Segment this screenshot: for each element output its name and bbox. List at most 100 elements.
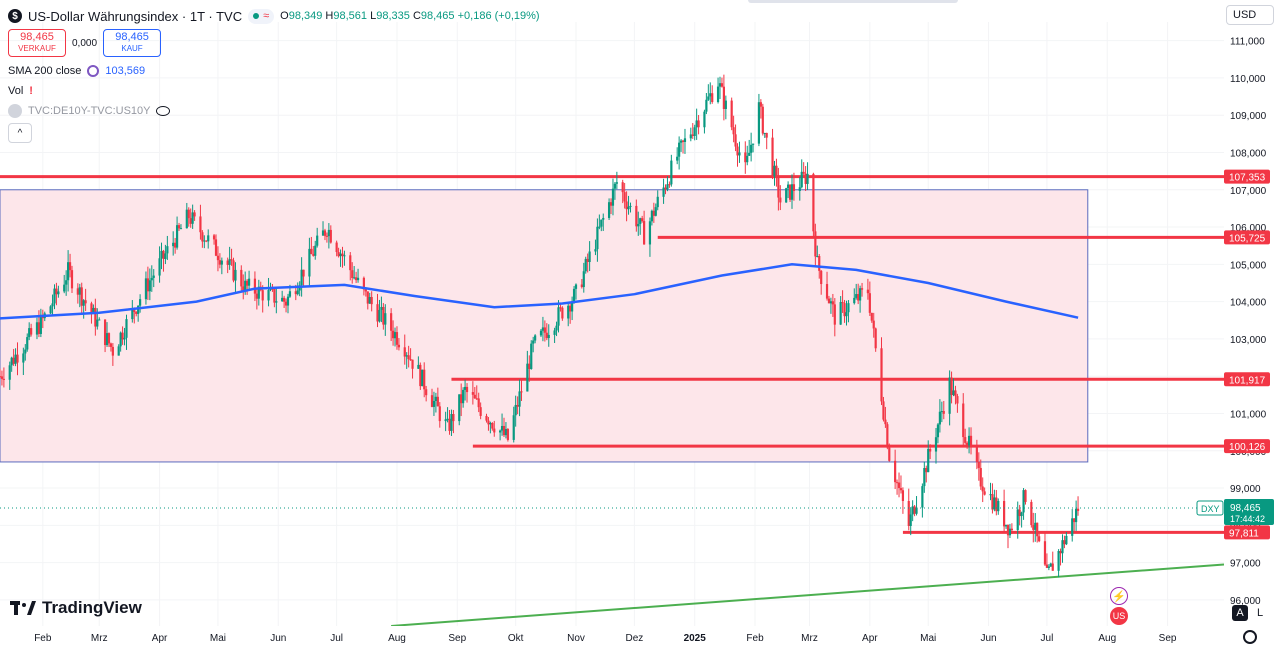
- us-flag-event-icon[interactable]: US: [1110, 607, 1128, 625]
- candle-body: [652, 210, 655, 216]
- candle-body: [580, 284, 583, 288]
- tradingview-logo[interactable]: TradingView: [10, 598, 142, 618]
- last-price-label: 98,465: [1230, 503, 1261, 514]
- candle-body: [751, 143, 755, 145]
- candle-body: [491, 423, 494, 429]
- candle-body: [162, 250, 165, 259]
- candle-body: [90, 303, 93, 314]
- y-tick-label: 99,000: [1230, 484, 1261, 495]
- candle-body: [500, 425, 504, 431]
- candle-body: [364, 289, 367, 292]
- candle-body: [771, 137, 774, 177]
- candle-body: [0, 376, 2, 378]
- candle-body: [177, 225, 181, 229]
- candle-body: [732, 127, 735, 135]
- y-tick-label: 110,000: [1230, 74, 1266, 85]
- x-tick-label: Dez: [625, 633, 643, 644]
- candle-body: [275, 301, 278, 303]
- time-axis[interactable]: Feb Mrz Apr Mai Jun Jul Aug Sep Okt Nov Dez 2025 Feb…: [0, 626, 1224, 650]
- candle-body: [913, 506, 916, 514]
- candle-body: [1022, 490, 1025, 513]
- candle-body: [24, 349, 27, 354]
- candle-body: [479, 407, 482, 416]
- candle-body: [894, 460, 897, 483]
- candle-body: [779, 197, 782, 203]
- candle-body: [697, 120, 700, 128]
- candle-body: [257, 286, 260, 299]
- candle-body: [588, 251, 591, 263]
- ohlc-values: O98,349 H98,561 L98,335 C98,465 +0,186 (…: [280, 10, 540, 22]
- market-status[interactable]: ≈: [248, 8, 275, 24]
- candle-body: [648, 221, 652, 245]
- level-label-bg: [1224, 372, 1270, 387]
- candle-body: [678, 142, 681, 157]
- candle-body: [979, 467, 982, 487]
- candle-body: [746, 155, 749, 163]
- compare-indicator-row[interactable]: TVC:DE10Y-TVC:US10Y: [8, 101, 540, 121]
- trendline[interactable]: [391, 563, 1225, 627]
- candle-body: [1020, 512, 1023, 517]
- candle-body: [693, 127, 696, 136]
- candle-body: [582, 271, 585, 288]
- candle-body: [30, 328, 33, 335]
- candle-body: [711, 93, 714, 102]
- candle-body: [382, 306, 385, 325]
- candle-body: [220, 260, 223, 265]
- top-toolbar-handle[interactable]: [748, 0, 958, 3]
- log-scale-button[interactable]: L: [1256, 607, 1264, 619]
- candle-body: [362, 277, 365, 290]
- eye-hidden-icon[interactable]: [156, 106, 171, 116]
- sell-button[interactable]: 98,465 VERKAUF: [8, 29, 66, 57]
- candle-body: [966, 442, 969, 446]
- candle-body: [80, 287, 83, 306]
- currency-selector[interactable]: USD: [1226, 5, 1274, 25]
- candle-body: [773, 165, 776, 177]
- support-resistance-levels[interactable]: [0, 175, 1224, 534]
- candle-body: [1047, 566, 1050, 568]
- candle-body: [493, 428, 496, 433]
- last-price-label-bg: [1224, 498, 1274, 525]
- candle-body: [514, 404, 517, 416]
- candle-body: [246, 280, 249, 286]
- volume-indicator-row[interactable]: Vol !: [8, 81, 540, 101]
- candle-body: [337, 252, 340, 257]
- candle-body: [1004, 524, 1008, 527]
- candle-body: [477, 398, 480, 408]
- candle-body: [641, 218, 644, 222]
- range-zone-rect: [0, 189, 1089, 463]
- candle-body: [452, 414, 455, 422]
- candle-body: [761, 106, 764, 134]
- candle-body: [934, 437, 938, 452]
- candle-body: [432, 400, 436, 407]
- candle-body: [681, 140, 685, 143]
- collapse-legend-button[interactable]: ^: [8, 123, 32, 143]
- candle-body: [139, 299, 142, 306]
- candle-body: [294, 291, 297, 295]
- candle-body: [557, 307, 560, 326]
- candle-body: [1063, 540, 1066, 545]
- candle-body: [818, 256, 821, 271]
- buy-button[interactable]: 98,465 KAUF: [103, 29, 162, 57]
- candle-body: [191, 212, 194, 224]
- candle-body: [78, 287, 81, 295]
- candle-body: [695, 120, 698, 128]
- candle-body: [643, 221, 646, 245]
- candle-body: [787, 184, 790, 189]
- candle-body: [341, 253, 344, 257]
- candle-body: [543, 327, 546, 333]
- candle-body: [722, 86, 725, 109]
- candle-body: [499, 430, 502, 433]
- lightning-event-icon[interactable]: ⚡: [1110, 587, 1128, 605]
- candle-body: [68, 262, 72, 271]
- candle-body: [884, 419, 887, 425]
- candle-body: [707, 96, 710, 100]
- candle-body: [899, 488, 903, 491]
- sma-indicator-row[interactable]: SMA 200 close 103,569: [8, 61, 540, 81]
- price-axis[interactable]: 111,000 110,000 109,000 108,000 107,000 106,0…: [1224, 0, 1280, 650]
- auto-scale-button[interactable]: A: [1232, 605, 1248, 621]
- candle-body: [1059, 551, 1062, 554]
- symbol-title[interactable]: US-Dollar Währungsindex · 1T · TVC: [28, 8, 243, 24]
- candle-body: [51, 303, 54, 307]
- gear-icon[interactable]: [1243, 630, 1257, 644]
